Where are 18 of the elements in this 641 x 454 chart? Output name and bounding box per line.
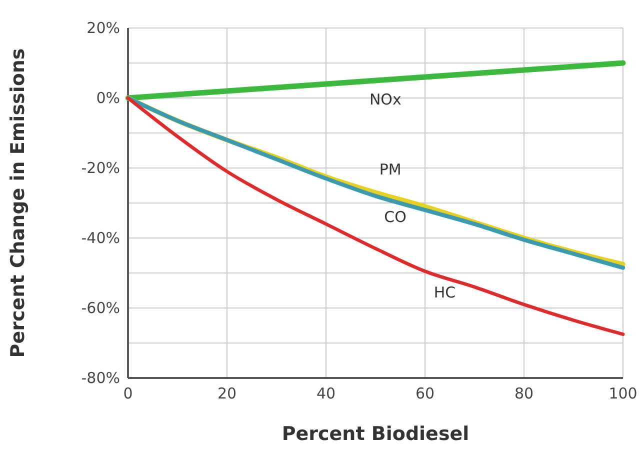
x-tick-label: 60 [415,384,435,403]
y-tick-label: 0% [96,88,120,107]
x-tick-label: 0 [123,384,133,403]
y-tick-label: -20% [81,158,120,177]
y-tick-label: -40% [81,228,120,247]
series-label: HC [434,283,456,302]
series-label: CO [384,208,406,226]
x-axis-title: Percent Biodiesel [282,423,470,445]
series-label: NOx [369,90,402,109]
x-tick-label: 40 [316,384,336,403]
y-tick-label: -60% [81,298,120,317]
y-tick-label: 20% [86,18,120,37]
x-tick-label: 100 [608,384,638,403]
y-tick-label: -80% [81,368,120,387]
y-axis-title: Percent Change in Emissions [7,48,29,358]
x-tick-label: 80 [514,384,534,403]
x-tick-label: 20 [217,384,237,403]
series-label: PM [379,160,402,179]
